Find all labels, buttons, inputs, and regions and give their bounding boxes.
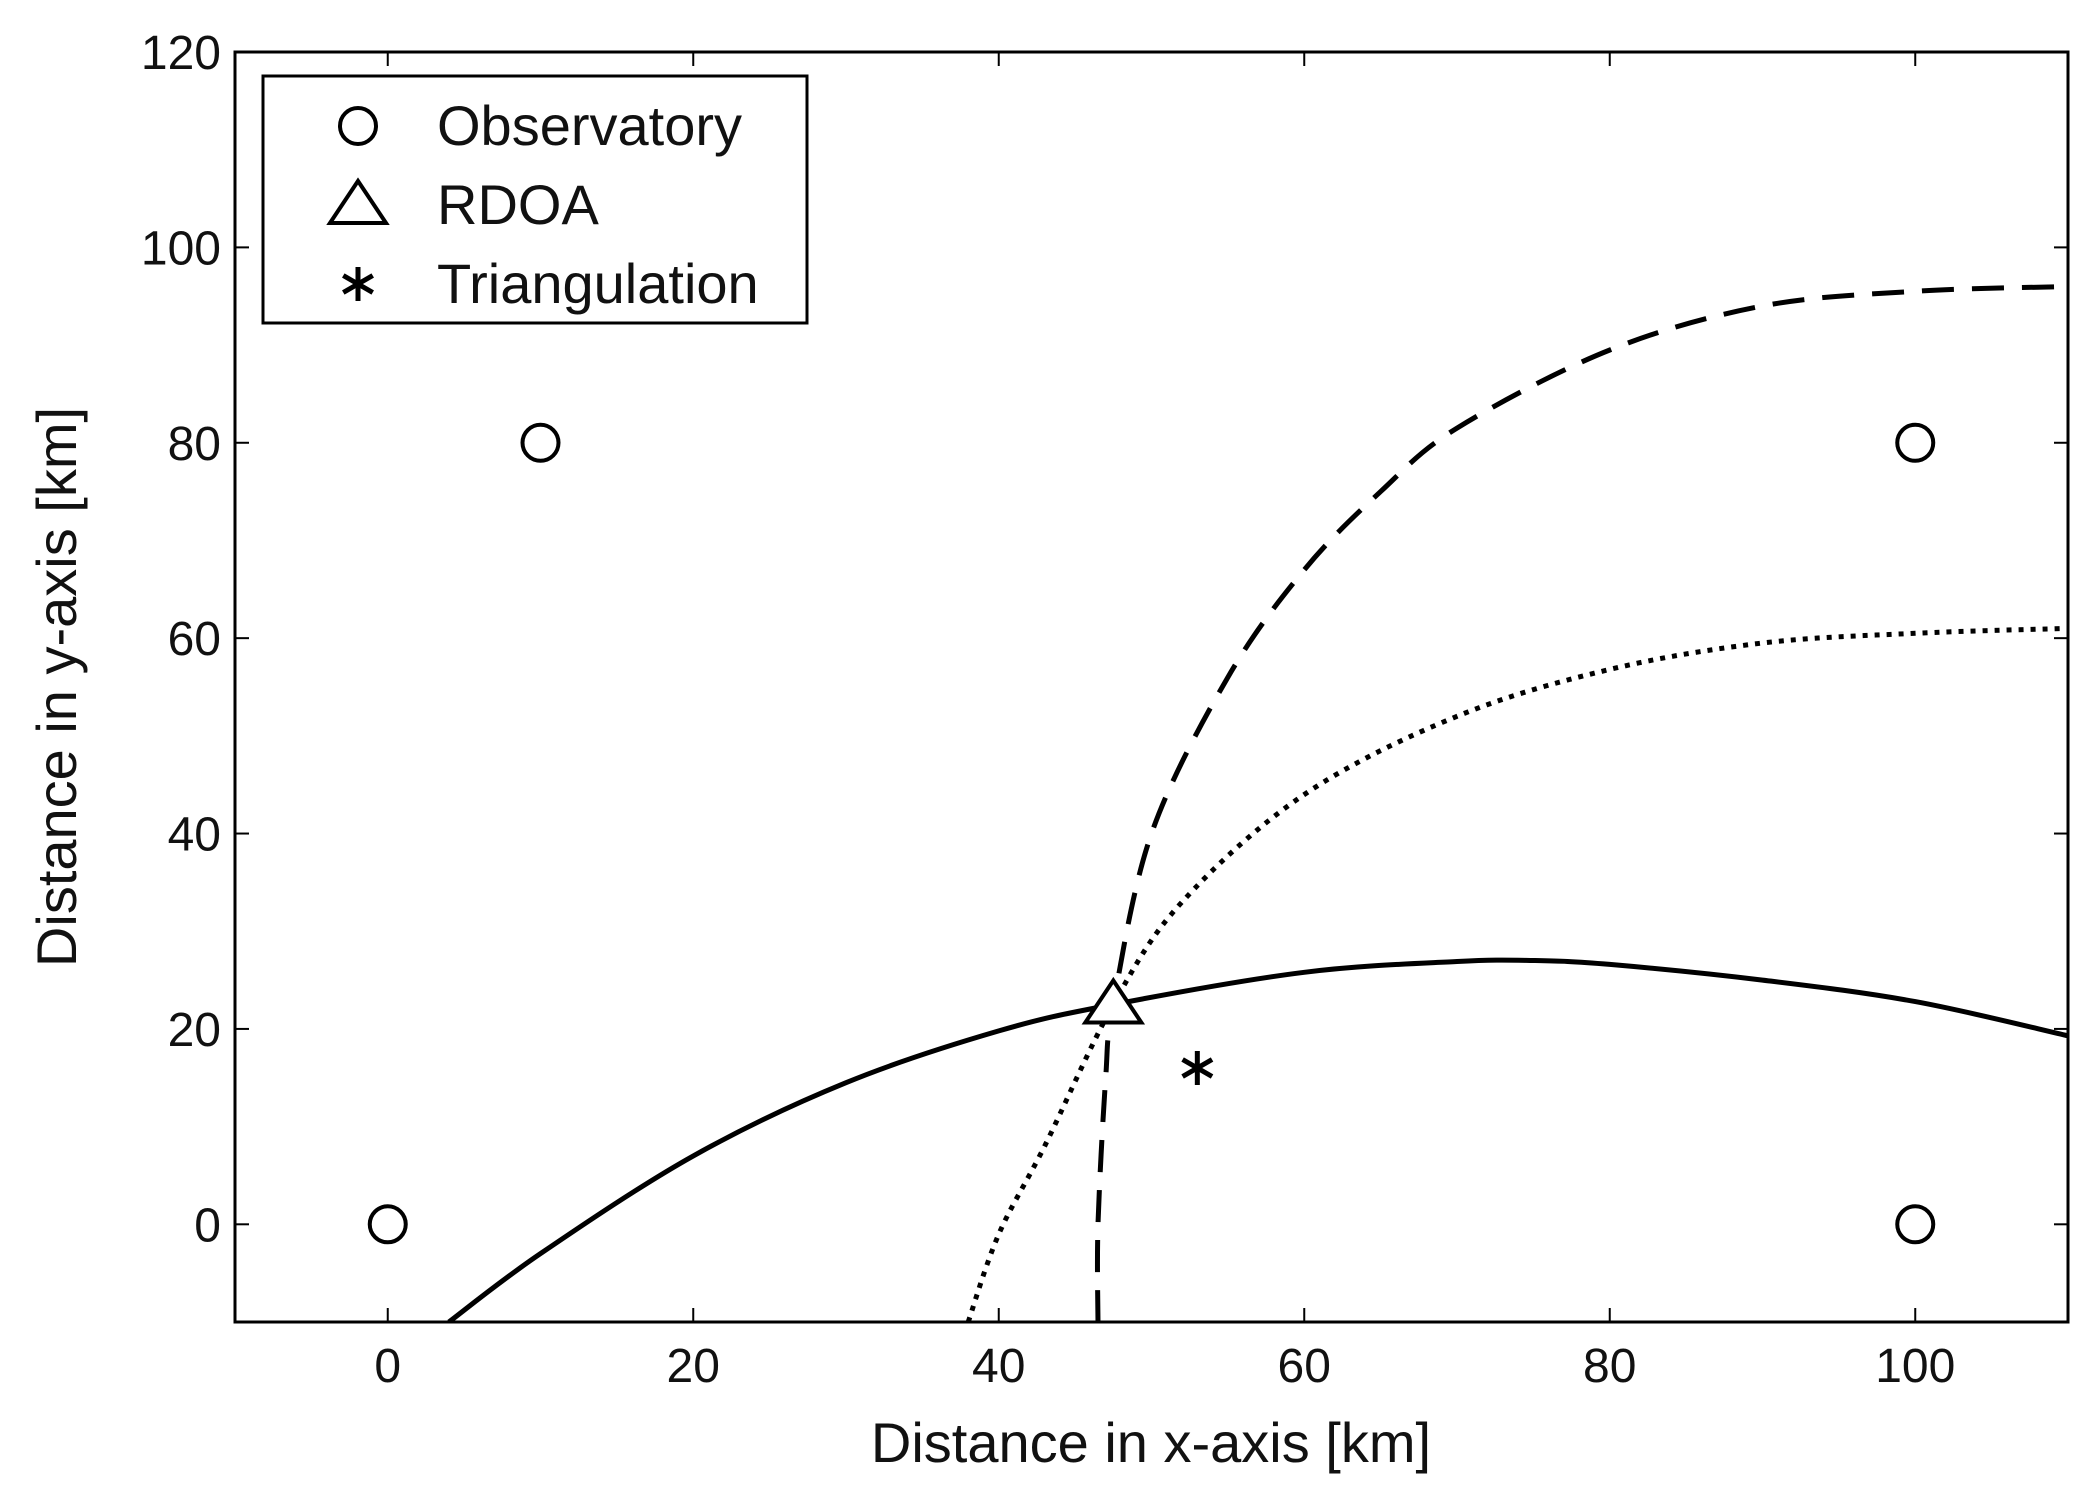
- x-axis-label: Distance in x-axis [km]: [871, 1411, 1431, 1474]
- observatory-marker: [367, 1204, 408, 1245]
- axis-ticks: 0 20 40 60 80 100 0 20 40 60 80 100 120: [141, 27, 2068, 1393]
- x-tick-label: 0: [374, 1340, 401, 1393]
- y-tick-label: 60: [168, 613, 221, 666]
- x-tick-label: 80: [1583, 1340, 1636, 1393]
- y-tick-label: 80: [168, 418, 221, 471]
- curve-solid: [447, 957, 2068, 1322]
- legend-label: Observatory: [437, 94, 742, 157]
- y-axis-label: Distance in y-axis [km]: [25, 407, 88, 967]
- legend-marker-asterisk: [342, 267, 374, 301]
- y-tick-label: 100: [141, 222, 221, 275]
- y-tick-label: 120: [141, 27, 221, 80]
- asterisk-stroke: [342, 273, 374, 295]
- legend-marker-circle: [338, 106, 378, 146]
- observatory-marker: [520, 422, 561, 463]
- markers-layer: [367, 422, 1936, 1245]
- y-tick-label: 40: [168, 809, 221, 862]
- asterisk-stroke: [1181, 1057, 1214, 1079]
- legend-label: Triangulation: [437, 252, 759, 315]
- legend-label: RDOA: [437, 173, 599, 236]
- x-tick-label: 20: [667, 1340, 720, 1393]
- y-tick-label: 0: [194, 1199, 221, 1252]
- rdoa-marker: [1081, 976, 1146, 1025]
- y-tick-label: 20: [168, 1004, 221, 1057]
- observatory-marker: [1895, 422, 1936, 463]
- observatory-marker: [1895, 1204, 1936, 1245]
- triangulation-marker: [1181, 1051, 1214, 1085]
- x-tick-label: 60: [1278, 1340, 1331, 1393]
- curves-layer: [447, 284, 2068, 1322]
- curve-dashed: [1094, 284, 2068, 1322]
- curve-dotted: [965, 625, 2068, 1322]
- legend: Observatory RDOA Triangulation: [261, 74, 809, 325]
- legend-marker-triangle: [326, 177, 390, 225]
- x-tick-label: 100: [1875, 1340, 1955, 1393]
- x-tick-label: 40: [972, 1340, 1025, 1393]
